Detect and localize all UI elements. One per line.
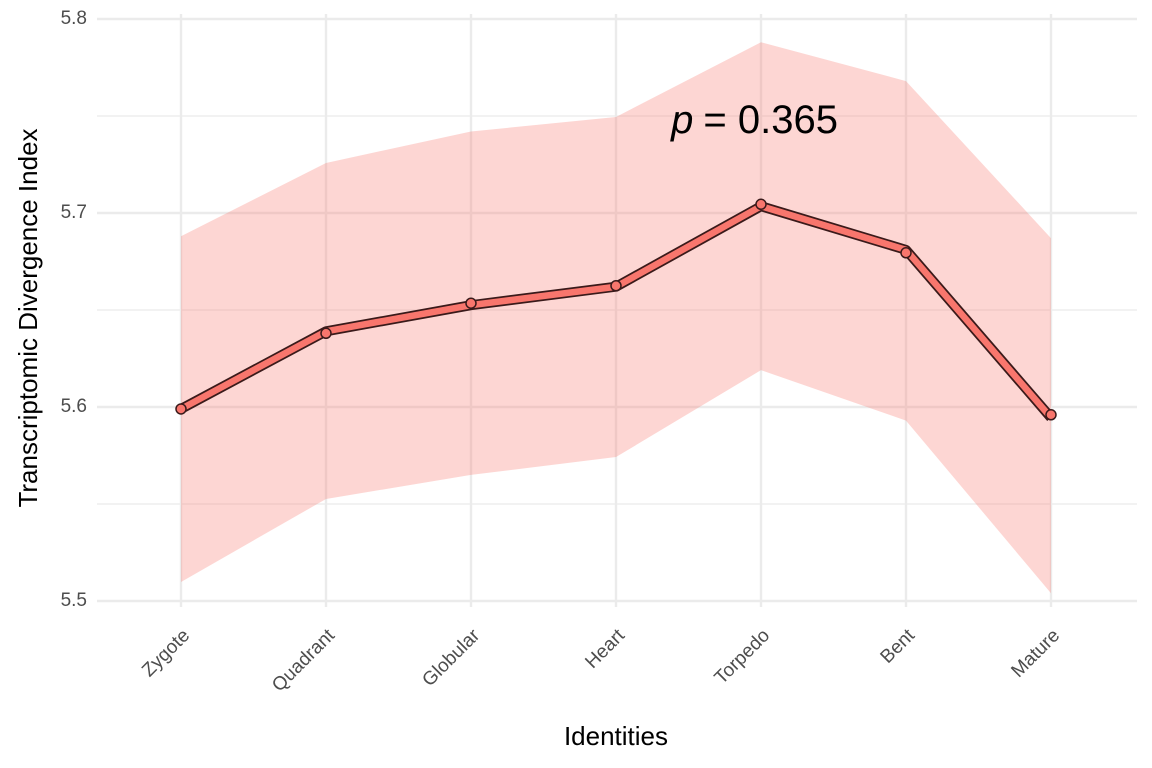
x-tick-label: Quadrant — [268, 625, 339, 696]
y-tick-label: 5.5 — [61, 590, 87, 611]
x-tick-label: Torpedo — [711, 625, 774, 688]
x-tick-label: Zygote — [138, 625, 194, 681]
annotation-value: = 0.365 — [703, 98, 838, 142]
point — [175, 403, 187, 415]
y-tick-label: 5.8 — [61, 8, 87, 29]
point — [320, 327, 332, 340]
annotation-p: p — [670, 98, 693, 142]
x-tick-label: Globular — [418, 625, 484, 691]
x-tick-label: Mature — [1007, 625, 1064, 682]
point — [1045, 409, 1057, 421]
annotation: p = 0.365 — [670, 98, 838, 142]
y-tick-label: 5.7 — [61, 202, 87, 223]
point — [755, 198, 767, 211]
y-tick-label: 5.6 — [61, 396, 87, 417]
point — [900, 247, 912, 259]
x-tick-label: Bent — [877, 625, 920, 668]
x-axis-title: Identities — [564, 721, 668, 751]
x-tick-label: Heart — [581, 625, 629, 673]
point — [465, 297, 477, 309]
point — [610, 280, 622, 292]
y-axis-title: Transcriptomic Divergence Index — [13, 128, 43, 507]
ribbon — [181, 42, 1051, 594]
